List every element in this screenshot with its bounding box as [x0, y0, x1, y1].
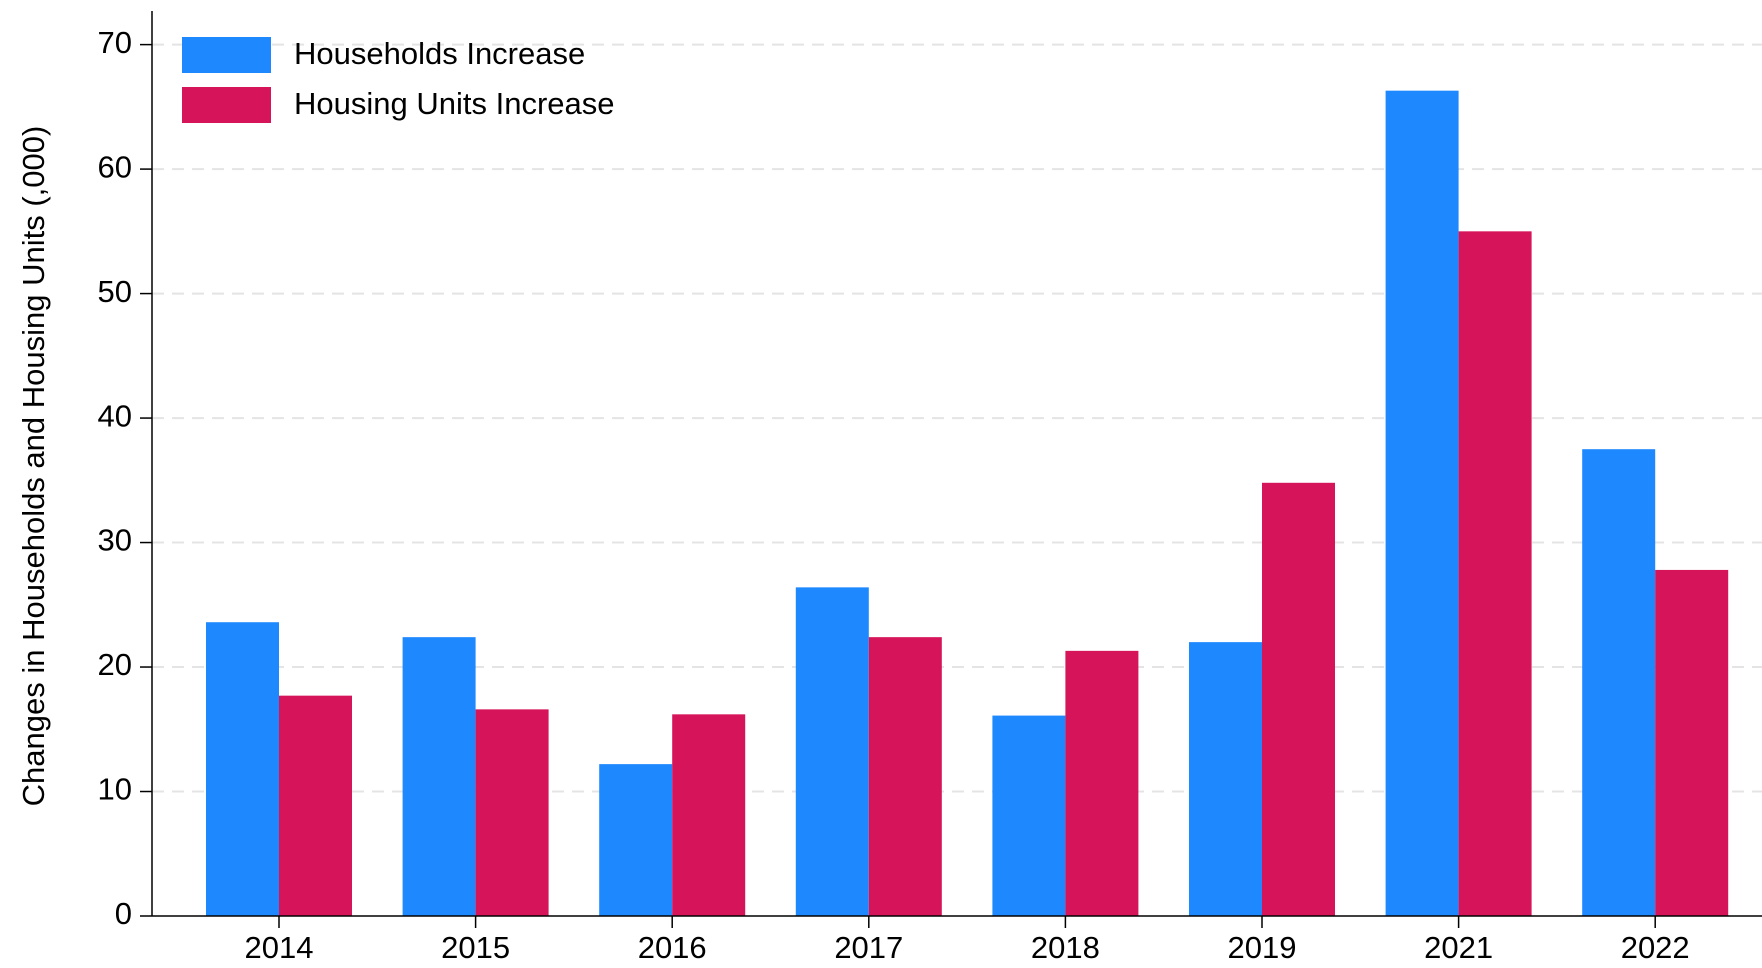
bar	[1065, 650, 1139, 916]
y-tick-label: 40	[98, 398, 132, 433]
bar	[1262, 482, 1335, 916]
y-tick-label: 50	[98, 274, 132, 309]
bar	[1458, 231, 1532, 916]
x-tick-label: 2018	[1031, 930, 1100, 965]
y-tick-label: 30	[98, 523, 132, 558]
bar	[1655, 569, 1729, 916]
legend-swatch	[182, 87, 271, 123]
y-tick-label: 20	[98, 647, 132, 682]
x-tick-label: 2017	[834, 930, 903, 965]
x-tick-label: 2014	[245, 930, 314, 965]
bar	[992, 715, 1066, 916]
y-tick-label: 10	[98, 772, 132, 807]
bar	[475, 709, 549, 916]
bar	[1385, 90, 1459, 917]
legend-label: Households Increase	[294, 36, 585, 71]
bar	[402, 637, 476, 916]
bar	[206, 622, 279, 916]
y-tick-label: 60	[98, 149, 132, 184]
legend-swatch	[182, 37, 271, 73]
y-tick-label: 0	[115, 896, 132, 931]
x-tick-label: 2021	[1424, 930, 1493, 965]
x-tick-label: 2019	[1228, 930, 1297, 965]
y-tick-label: 70	[98, 25, 132, 60]
bar	[279, 695, 352, 916]
bar	[599, 764, 673, 916]
y-axis-label: Changes in Households and Housing Units …	[16, 126, 51, 807]
bar	[672, 714, 746, 916]
x-tick-label: 2022	[1621, 930, 1690, 965]
bar	[1582, 449, 1656, 916]
x-tick-label: 2015	[441, 930, 510, 965]
bar	[868, 637, 942, 916]
bar	[795, 587, 869, 916]
bar	[1189, 642, 1262, 916]
x-tick-label: 2016	[638, 930, 707, 965]
legend-label: Housing Units Increase	[294, 86, 615, 121]
